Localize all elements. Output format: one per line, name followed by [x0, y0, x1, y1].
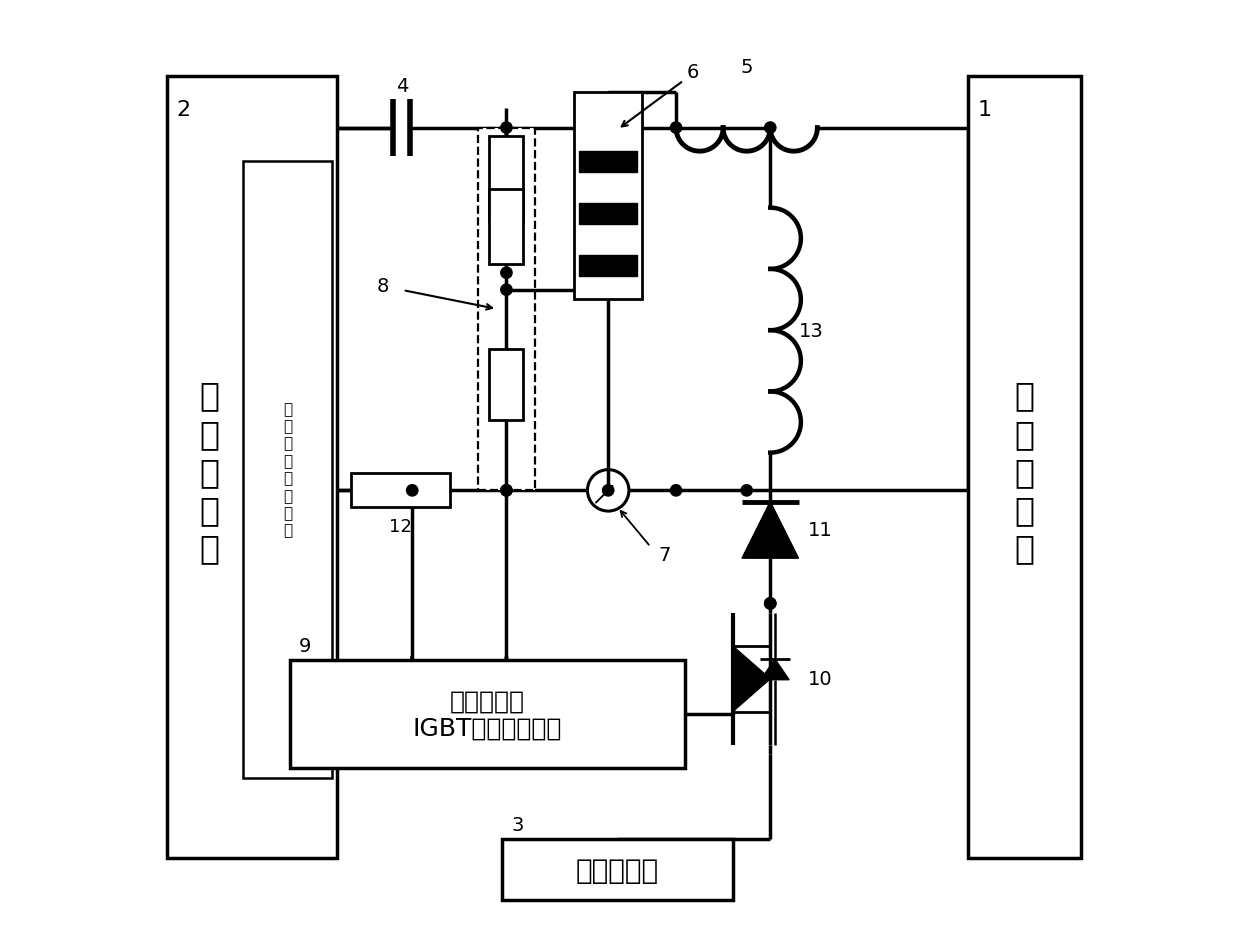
Bar	[478, 128, 535, 491]
Text: 2: 2	[177, 100, 191, 120]
Circle shape	[764, 598, 776, 610]
Text: 低压直流源: 低压直流源	[576, 855, 659, 884]
Circle shape	[501, 123, 512, 134]
Circle shape	[501, 268, 512, 279]
Bar	[290, 660, 685, 768]
Text: 脉
冲
输
出
形
成
电
路: 脉 冲 输 出 形 成 电 路	[282, 401, 292, 538]
Circle shape	[670, 123, 681, 134]
Bar	[968, 76, 1082, 858]
Text: 高
压
直
流
源: 高 压 直 流 源	[1015, 379, 1035, 565]
Circle shape	[741, 485, 752, 497]
Polygon shape	[761, 659, 789, 680]
Polygon shape	[732, 646, 771, 712]
Text: 13: 13	[798, 321, 823, 340]
Circle shape	[501, 485, 512, 497]
Circle shape	[764, 598, 776, 610]
Bar	[489, 190, 523, 265]
Text: 4: 4	[395, 76, 408, 95]
Text: 3: 3	[512, 816, 524, 834]
Circle shape	[670, 485, 681, 497]
Bar	[502, 839, 732, 901]
Circle shape	[406, 485, 418, 497]
Bar	[167, 76, 337, 858]
Bar	[489, 349, 523, 420]
Circle shape	[764, 123, 776, 134]
Text: 高
压
脉
冲
源: 高 压 脉 冲 源	[199, 379, 219, 565]
Text: 1: 1	[978, 100, 991, 120]
Text: 8: 8	[377, 277, 389, 295]
Text: 5: 5	[741, 58, 753, 76]
Circle shape	[501, 485, 512, 497]
Text: 6: 6	[686, 62, 699, 81]
Text: 7: 7	[659, 546, 670, 565]
Bar	[351, 474, 450, 508]
Polygon shape	[742, 502, 798, 559]
Bar	[243, 161, 332, 778]
Circle shape	[602, 485, 613, 497]
Bar	[489, 137, 523, 222]
Text: 11: 11	[808, 521, 833, 540]
Text: 信号检测及
IGBT触发控制单元: 信号检测及 IGBT触发控制单元	[413, 688, 563, 740]
Bar	[574, 93, 642, 300]
Circle shape	[501, 285, 512, 296]
Text: 10: 10	[808, 669, 833, 688]
Text: 9: 9	[299, 636, 311, 655]
Text: 12: 12	[389, 517, 411, 535]
